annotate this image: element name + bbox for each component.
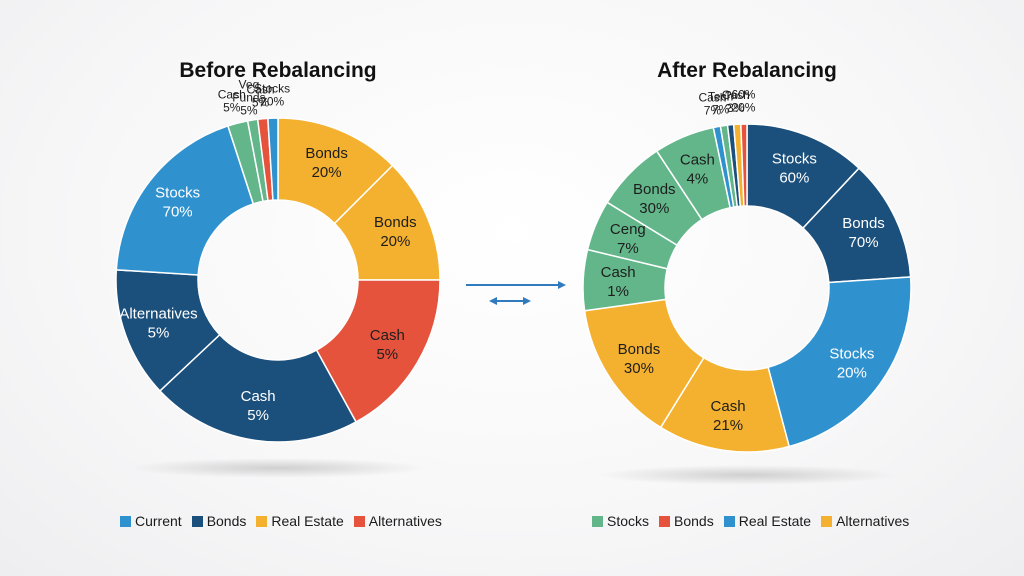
chart-1-legend-label-2: Real Estate	[738, 513, 812, 529]
chart-1-legend-label-1: Bonds	[674, 513, 714, 529]
chart-0-slice-0-label: Bonds 20%	[305, 145, 348, 181]
chart-1-slice-13-label: 60% 20%	[731, 88, 755, 115]
chart-0-legend-item-2: Real Estate	[256, 513, 344, 529]
chart-0-legend-label-0: Current	[135, 513, 182, 529]
chart-0-legend-swatch-2	[256, 515, 268, 527]
chart-0-legend-item-1: Bonds	[191, 513, 247, 529]
chart-1-legend-item-1: Bonds	[659, 513, 714, 529]
chart-0-slice-2	[315, 279, 441, 423]
chart-1-slice-0-label: Stocks 60%	[772, 151, 817, 187]
chart-1-slice-2	[767, 276, 912, 448]
chart-1-slice-10-label: Tech 7%	[708, 89, 733, 116]
chart-1-slice-7-label: Bonds 30%	[633, 181, 676, 217]
before-chart-title: Before Rebalancing	[179, 59, 376, 82]
chart-1-legend-label-0: Stocks	[607, 513, 650, 529]
chart-1-legend-swatch-3	[821, 515, 833, 527]
chart-0-shadow	[128, 458, 428, 478]
swap-arrow-right-head	[523, 297, 531, 305]
chart-1-slice-6-label: Ceng 7%	[610, 221, 646, 257]
chart-1-slice-8-label: Cash 4%	[680, 151, 715, 187]
right-arrow-head	[558, 281, 566, 289]
chart-0-slice-5	[115, 124, 255, 276]
chart-1-shadow	[597, 465, 897, 485]
chart-0-legend-item-3: Alternatives	[353, 513, 442, 529]
chart-0-slice-3-label: Cash 5%	[241, 388, 276, 424]
chart-0-legend-label-1: Bonds	[206, 513, 247, 529]
chart-0-legend-label-3: Alternatives	[368, 513, 442, 529]
chart-1-slice-12-label: Cash 3%	[722, 88, 750, 115]
chart-1-slice-5-label: Cash 1%	[601, 264, 636, 300]
chart-0-slice-2-label: Cash 5%	[370, 327, 405, 363]
before-legend: Current Bonds Real Estate Alternatives	[120, 513, 442, 529]
chart-1-slice-11-label: ??	[725, 88, 732, 115]
after-legend: Stocks Bonds Real Estate Alternatives	[592, 513, 909, 529]
chart-0-slice-5-label: Stocks 70%	[155, 185, 200, 221]
chart-0-legend-swatch-3	[353, 515, 365, 527]
chart-0-legend-swatch-0	[120, 515, 131, 527]
swap-arrow-left-head	[489, 297, 497, 305]
chart-1-slice-9-label: Cash 7%	[698, 91, 726, 118]
chart-0-slice-6-label: Cash 5%	[218, 87, 246, 114]
chart-0-slice-3	[158, 333, 358, 443]
chart-1-legend-swatch-0	[592, 515, 603, 527]
rebalance-arrows	[466, 281, 566, 305]
chart-0-slice-9-label: Stocks 20%	[254, 82, 290, 109]
chart-1-legend-item-0: Stocks	[592, 513, 649, 529]
chart-1-slice-3-label: Cash 21%	[711, 398, 746, 434]
chart-1-slice-1-label: Bonds 70%	[842, 215, 885, 251]
after-chart-title: After Rebalancing	[657, 59, 837, 82]
chart-1-legend-label-3: Alternatives	[836, 513, 910, 529]
chart-0-slice-7-label: Veg Funds 5%	[232, 77, 265, 117]
chart-1-slice-13	[740, 123, 748, 207]
chart-0-legend-swatch-1	[191, 515, 203, 527]
chart-0-slice-4-label: Alternatives 5%	[119, 306, 197, 342]
chart-0-legend-item-0: Current	[120, 513, 182, 529]
chart-0-legend-label-2: Real Estate	[271, 513, 344, 529]
chart-0-slice-8-label: Cash 5%	[246, 82, 274, 109]
chart-1-legend-item-3: Alternatives	[821, 513, 909, 529]
chart-1-slice-4-label: Bonds 30%	[618, 341, 661, 377]
chart-1-legend-swatch-1	[659, 515, 671, 527]
chart-1-legend-swatch-2	[723, 515, 735, 527]
chart-1-legend-item-2: Real Estate	[723, 513, 812, 529]
chart-0-slice-1-label: Bonds 20%	[374, 214, 417, 250]
chart-1-slice-2-label: Stocks 20%	[829, 346, 874, 382]
chart-0-slice-9	[267, 117, 279, 201]
